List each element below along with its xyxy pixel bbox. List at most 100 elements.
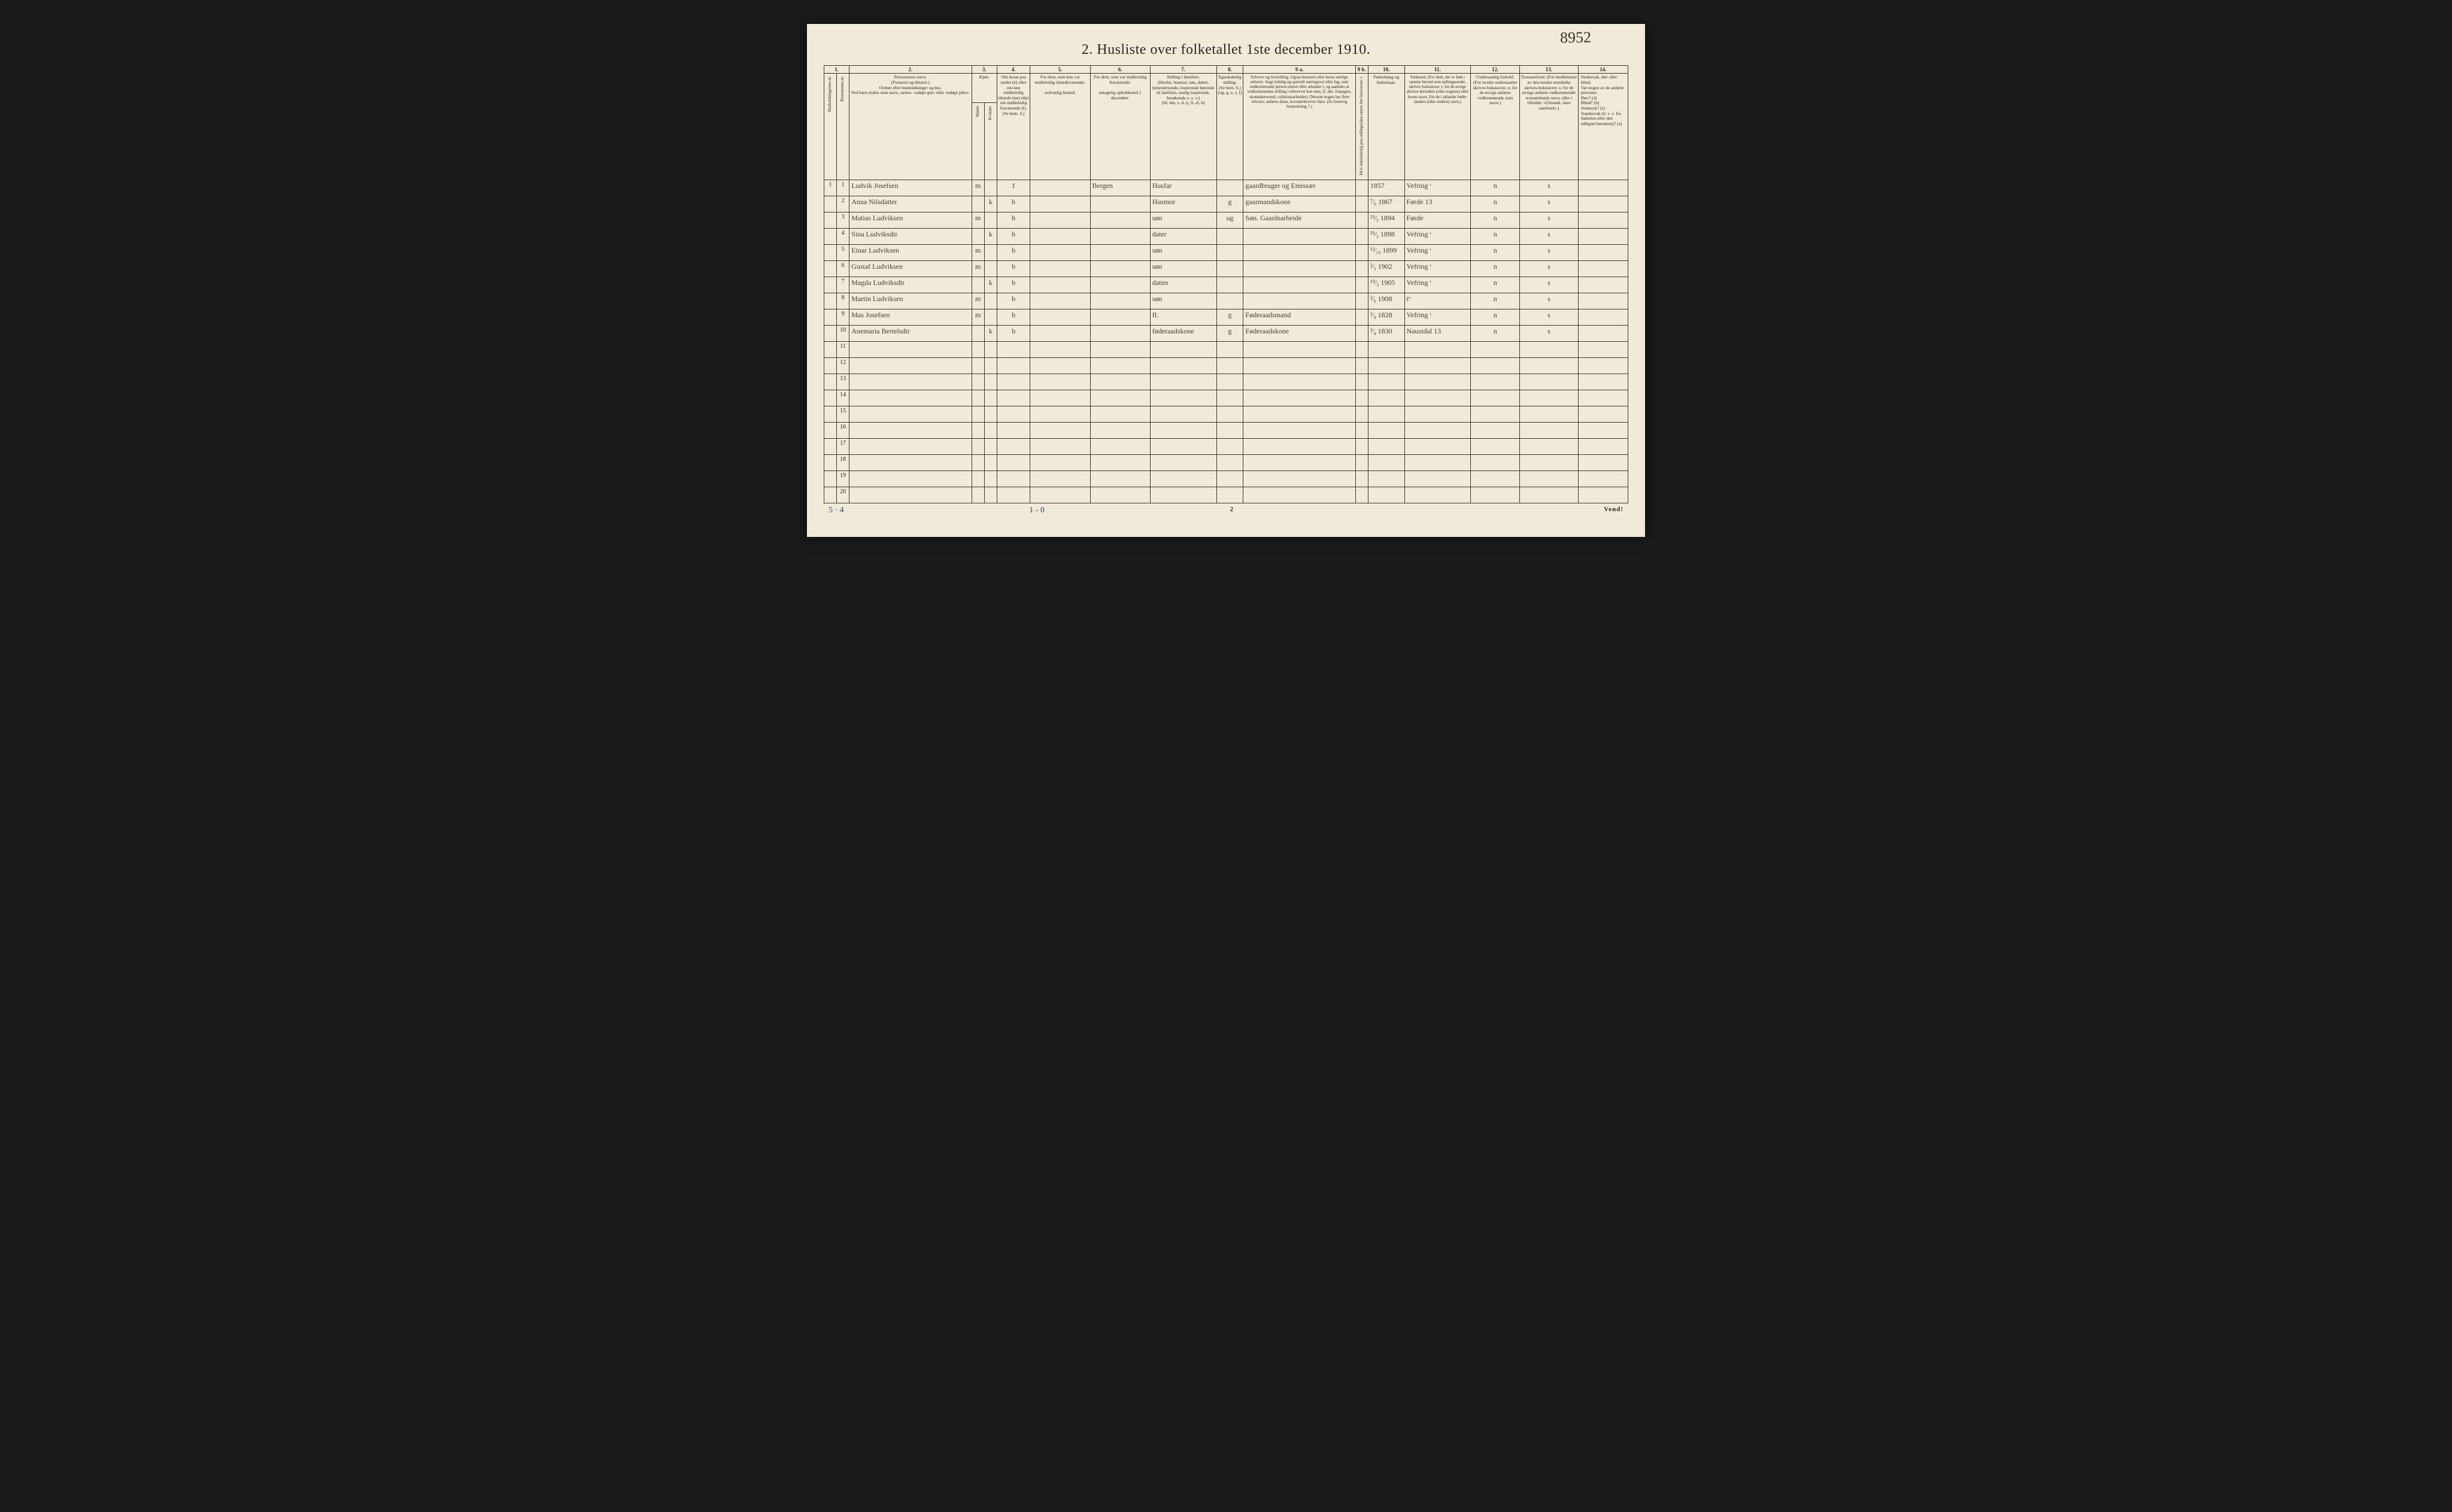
cell-blank xyxy=(1150,341,1216,357)
cell-blank xyxy=(1355,390,1368,406)
table-row-blank: 20 xyxy=(824,487,1628,503)
footer-hand-left: 5 · 4 xyxy=(829,506,844,515)
cell-eg: g xyxy=(1216,196,1243,212)
cell-res: b xyxy=(997,244,1030,260)
cell-blank xyxy=(1090,406,1150,422)
cell-blank xyxy=(824,422,837,438)
cell-blank xyxy=(1090,374,1150,390)
hdr-3: Kjøn. xyxy=(972,74,997,103)
cell-blank: 16 xyxy=(837,422,849,438)
hdr-1a: Husholdningernes nr. xyxy=(824,74,837,180)
colnum-1: 1. xyxy=(824,66,849,74)
cell-eg xyxy=(1216,293,1243,309)
table-row: 4Sina Ludviksdtrkbdater²⁹⁄₃ 1898Vefring … xyxy=(824,228,1628,244)
cell-birthplace: Vefring ᵗ xyxy=(1404,277,1471,293)
hdr-9b: Hvis arbeidsledig paa tællingstiden sætt… xyxy=(1355,74,1368,180)
cell-blank xyxy=(1030,341,1090,357)
cell-blank xyxy=(1471,357,1520,374)
colnum-13: 13. xyxy=(1520,66,1579,74)
cell-name: Matias Ludviksen xyxy=(849,212,972,228)
cell-blank xyxy=(1243,438,1355,454)
page-number-handwritten: 8952 xyxy=(1560,29,1592,47)
cell-led xyxy=(1355,180,1368,196)
cell-rel: s xyxy=(1520,260,1579,277)
cell-blank xyxy=(997,454,1030,470)
cell-birthplace: Vefring ᵗ xyxy=(1404,228,1471,244)
colnum-10: 10. xyxy=(1368,66,1404,74)
cell-blank xyxy=(1243,374,1355,390)
table-body: 11Ludvik JosefsenSollimfBergenHusfargaar… xyxy=(824,180,1628,503)
cell-dis xyxy=(1578,309,1628,325)
cell-blank xyxy=(1368,454,1404,470)
cell-k xyxy=(984,180,997,196)
cell-dob: ¹⁰⁄₃ 1905 xyxy=(1368,277,1404,293)
table-row: 10Anemaria BertelsdtrkbføderaadskonegFød… xyxy=(824,325,1628,341)
cell-blank xyxy=(1355,406,1368,422)
cell-blank xyxy=(1150,470,1216,487)
household-label: Solli xyxy=(853,180,868,181)
cell-blank xyxy=(1520,470,1579,487)
cell-eg xyxy=(1216,228,1243,244)
cell-m: m xyxy=(972,244,984,260)
cell-blank xyxy=(849,438,972,454)
cell-res: b xyxy=(997,260,1030,277)
cell-blank xyxy=(1150,357,1216,374)
cell-blank xyxy=(997,390,1030,406)
cell-occ: Føderaadsmand xyxy=(1243,309,1355,325)
cell-birthplace: Naustdal 13 xyxy=(1404,325,1471,341)
cell-res: b xyxy=(997,309,1030,325)
cell-blank: 14 xyxy=(837,390,849,406)
cell-blank xyxy=(1090,438,1150,454)
cell-blank xyxy=(1355,454,1368,470)
cell-hh xyxy=(824,228,837,244)
cell-c6: Bergen xyxy=(1090,180,1150,196)
cell-blank xyxy=(972,341,984,357)
hdr-1b-text: Personernes nr. xyxy=(840,75,845,103)
table-row: 2Anna NilsdatterkbHusmorggaarmandskone⁷⁄… xyxy=(824,196,1628,212)
cell-blank xyxy=(1150,374,1216,390)
cell-blank xyxy=(972,487,984,503)
cell-name: Mas Josefsen xyxy=(849,309,972,325)
table-row: 9Mas Josefsenmbfl.gFøderaadsmand²⁄₄ 1828… xyxy=(824,309,1628,325)
cell-name: Anemaria Bertelsdtr xyxy=(849,325,972,341)
table-row-blank: 18 xyxy=(824,454,1628,470)
cell-c5 xyxy=(1030,309,1090,325)
cell-hh xyxy=(824,244,837,260)
cell-fam: søn xyxy=(1150,293,1216,309)
cell-blank xyxy=(1216,438,1243,454)
cell-dis xyxy=(1578,212,1628,228)
colnum-3: 3. xyxy=(972,66,997,74)
cell-hh xyxy=(824,309,837,325)
cell-blank xyxy=(1368,487,1404,503)
cell-pn: 6 xyxy=(837,260,849,277)
cell-res: b xyxy=(997,228,1030,244)
cell-dis xyxy=(1578,260,1628,277)
cell-eg xyxy=(1216,260,1243,277)
cell-c5 xyxy=(1030,260,1090,277)
colnum-9b: 9 b. xyxy=(1355,66,1368,74)
cell-blank xyxy=(1030,454,1090,470)
cell-blank xyxy=(824,470,837,487)
cell-led xyxy=(1355,277,1368,293)
cell-blank xyxy=(1520,390,1579,406)
table-row: 5Einar Ludviksenmbsøn¹³⁄₁₀ 1899Vefring ᵗ… xyxy=(824,244,1628,260)
cell-blank xyxy=(1150,406,1216,422)
cell-blank xyxy=(984,487,997,503)
cell-blank xyxy=(1030,357,1090,374)
cell-res: f xyxy=(997,180,1030,196)
cell-blank xyxy=(1578,438,1628,454)
table-row: 8Martin Ludviksenmbsøn²⁄₆ 1908tᵒns xyxy=(824,293,1628,309)
hdr-1a-text: Husholdningernes nr. xyxy=(828,75,832,113)
cell-blank xyxy=(1090,390,1150,406)
cell-occ: gaarmandskone xyxy=(1243,196,1355,212)
cell-occ xyxy=(1243,228,1355,244)
cell-m: m xyxy=(972,260,984,277)
cell-blank xyxy=(824,454,837,470)
cell-blank xyxy=(1520,406,1579,422)
cell-dob: ²⁹⁄₃ 1898 xyxy=(1368,228,1404,244)
cell-pn: 5 xyxy=(837,244,849,260)
cell-blank xyxy=(997,357,1030,374)
cell-blank xyxy=(1404,438,1471,454)
cell-birthplace: Vefring ᵗ xyxy=(1404,244,1471,260)
cell-led xyxy=(1355,244,1368,260)
